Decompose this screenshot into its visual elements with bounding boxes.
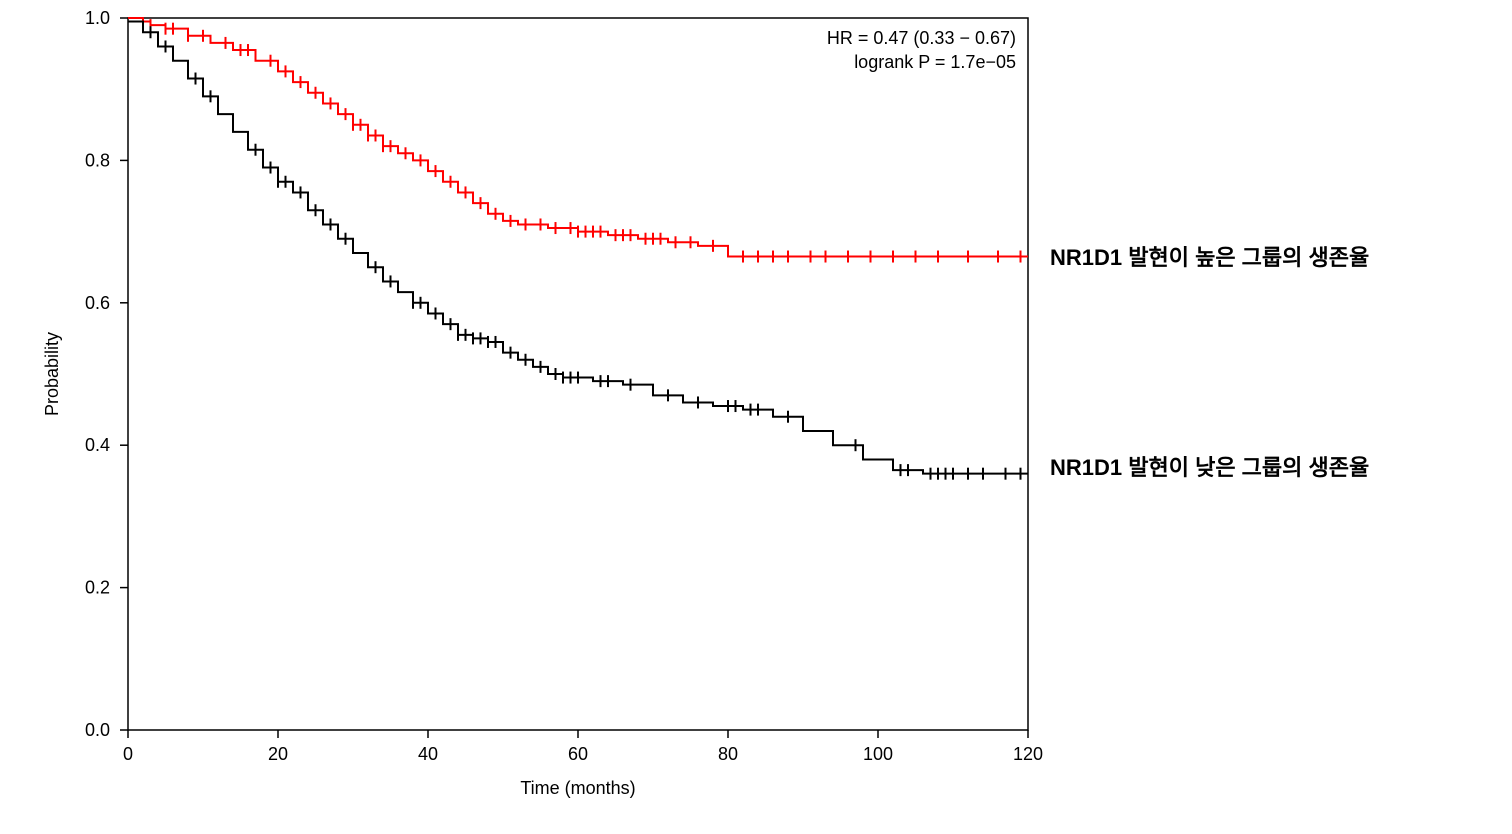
- y-axis-title: Probability: [42, 332, 62, 416]
- y-tick-label: 0.8: [85, 150, 110, 170]
- annotation-high-expression: NR1D1 발현이 높은 그룹의 생존율: [1050, 240, 1369, 272]
- x-tick-label: 60: [568, 744, 588, 764]
- logrank-p-text: logrank P = 1.7e−05: [854, 52, 1016, 72]
- x-tick-label: 40: [418, 744, 438, 764]
- x-tick-label: 120: [1013, 744, 1043, 764]
- x-tick-label: 100: [863, 744, 893, 764]
- y-tick-label: 0.2: [85, 578, 110, 598]
- survival-chart-svg: 0 20 40 60 80 100 120 Time (months) 0.0 0.2 0.4 0.6…: [0, 0, 1512, 834]
- y-tick-label: 1.0: [85, 8, 110, 28]
- x-tick-label: 0: [123, 744, 133, 764]
- x-axis-title: Time (months): [520, 778, 635, 798]
- survival-curve-low: [128, 22, 1028, 474]
- chart-container: { "chart": { "type": "kaplan-meier-survi…: [0, 0, 1512, 834]
- y-tick-label: 0.0: [85, 720, 110, 740]
- x-tick-label: 80: [718, 744, 738, 764]
- annotation-low-expression: NR1D1 발현이 낮은 그룹의 생존율: [1050, 450, 1369, 482]
- y-tick-label: 0.6: [85, 293, 110, 313]
- x-tick-label: 20: [268, 744, 288, 764]
- y-tick-label: 0.4: [85, 435, 110, 455]
- hazard-ratio-text: HR = 0.47 (0.33 − 0.67): [827, 28, 1016, 48]
